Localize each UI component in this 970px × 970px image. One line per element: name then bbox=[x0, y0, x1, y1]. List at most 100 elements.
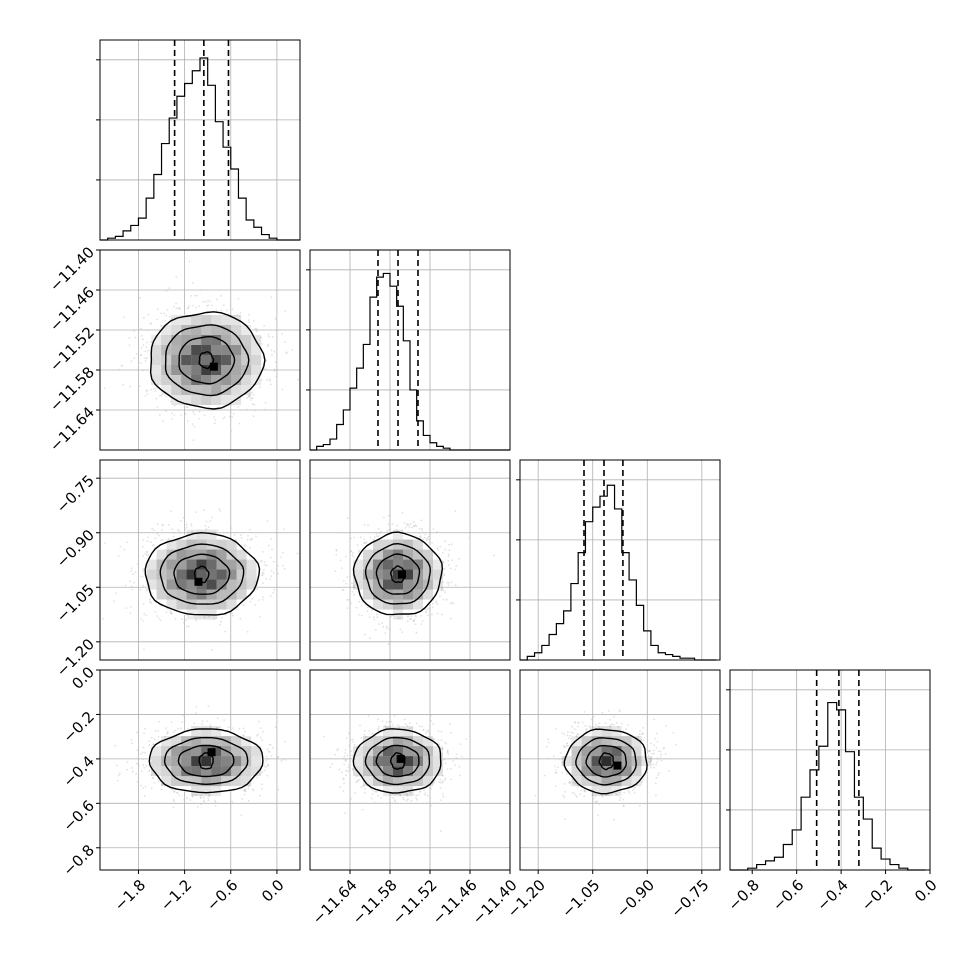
sample-point bbox=[214, 422, 216, 425]
sample-point bbox=[165, 410, 167, 412]
sample-point bbox=[376, 616, 379, 619]
density-cell bbox=[383, 569, 393, 580]
sample-point bbox=[421, 527, 423, 530]
sample-point bbox=[113, 600, 115, 603]
density-cell bbox=[151, 355, 162, 365]
sample-point bbox=[265, 359, 267, 362]
sample-point bbox=[339, 559, 342, 562]
sample-point bbox=[128, 337, 131, 339]
sample-point bbox=[268, 378, 271, 381]
sample-point bbox=[448, 549, 451, 552]
density-cell bbox=[146, 569, 157, 580]
sample-point bbox=[172, 535, 175, 538]
density-cell bbox=[181, 375, 192, 385]
density-cell bbox=[373, 599, 383, 610]
sample-point bbox=[216, 529, 219, 532]
sample-point bbox=[444, 540, 447, 542]
sample-point bbox=[159, 394, 161, 397]
sample-point bbox=[178, 308, 181, 310]
sample-point bbox=[249, 600, 252, 603]
density-cell bbox=[403, 539, 413, 550]
density-cell bbox=[423, 589, 433, 600]
sample-point bbox=[161, 529, 163, 531]
sample-point bbox=[141, 545, 144, 548]
sample-point bbox=[384, 632, 387, 635]
sample-point bbox=[144, 357, 146, 359]
density-cell bbox=[201, 345, 212, 355]
density-cell bbox=[151, 375, 162, 385]
density-cell bbox=[181, 395, 192, 405]
sample-point bbox=[409, 618, 411, 620]
density-cell bbox=[156, 549, 167, 560]
sample-point bbox=[427, 535, 430, 538]
sample-point bbox=[183, 406, 186, 409]
sample-point bbox=[251, 597, 254, 600]
sample-point bbox=[376, 613, 378, 616]
sample-point bbox=[386, 529, 389, 532]
density-cell bbox=[433, 569, 443, 580]
sample-point bbox=[207, 304, 210, 307]
sample-point bbox=[188, 304, 190, 307]
sample-point bbox=[291, 349, 294, 351]
sample-point bbox=[345, 582, 347, 585]
density-cell bbox=[221, 395, 232, 405]
histogram-step bbox=[310, 272, 510, 451]
sample-point bbox=[273, 350, 276, 353]
sample-point bbox=[263, 561, 266, 564]
sample-point bbox=[155, 397, 158, 400]
sample-point bbox=[142, 758, 145, 761]
sample-point bbox=[247, 319, 250, 321]
contour-mode bbox=[389, 565, 406, 584]
sample-point bbox=[256, 330, 258, 333]
sample-point bbox=[350, 537, 352, 540]
sample-point bbox=[447, 584, 450, 587]
density-cell bbox=[191, 325, 202, 335]
density-cell bbox=[186, 579, 197, 590]
density-cell bbox=[166, 539, 177, 550]
sample-point bbox=[257, 733, 260, 736]
density-cell bbox=[383, 539, 393, 550]
sample-point bbox=[195, 619, 198, 622]
sample-point bbox=[216, 717, 219, 720]
mode-peak bbox=[194, 577, 203, 586]
sample-point bbox=[424, 608, 426, 611]
sample-point bbox=[440, 589, 443, 592]
sample-point bbox=[190, 295, 192, 297]
histogram-panel-2 bbox=[516, 459, 721, 661]
sample-point bbox=[183, 621, 185, 624]
sample-point bbox=[139, 354, 142, 357]
sample-point bbox=[184, 412, 187, 415]
sample-point bbox=[129, 612, 132, 614]
sample-point bbox=[186, 307, 189, 310]
sample-point bbox=[349, 603, 352, 605]
density-cell bbox=[201, 335, 212, 345]
sample-point bbox=[358, 549, 360, 552]
sample-point bbox=[169, 610, 172, 613]
sample-point bbox=[335, 554, 338, 556]
sample-point bbox=[140, 618, 143, 620]
sample-point bbox=[420, 623, 423, 625]
sample-point bbox=[146, 551, 148, 554]
density-cell bbox=[176, 549, 187, 560]
sample-point bbox=[137, 361, 140, 363]
sample-point bbox=[144, 395, 147, 397]
sample-point bbox=[158, 414, 161, 416]
density-cell bbox=[206, 559, 217, 570]
sample-point bbox=[129, 580, 132, 583]
sample-point bbox=[142, 539, 145, 541]
sample-point bbox=[190, 525, 193, 527]
sample-point bbox=[177, 528, 179, 531]
density-cell bbox=[241, 355, 252, 365]
sample-point bbox=[153, 543, 155, 546]
sample-point bbox=[239, 534, 242, 537]
sample-point bbox=[432, 528, 435, 530]
density-cell bbox=[166, 599, 177, 610]
sample-point bbox=[346, 607, 349, 609]
sample-point bbox=[150, 736, 153, 739]
contour-inner bbox=[375, 553, 421, 595]
sample-point bbox=[426, 537, 429, 540]
sample-point bbox=[194, 294, 196, 297]
density-cell bbox=[211, 395, 222, 405]
sample-point bbox=[270, 349, 273, 352]
sample-point bbox=[158, 720, 161, 723]
